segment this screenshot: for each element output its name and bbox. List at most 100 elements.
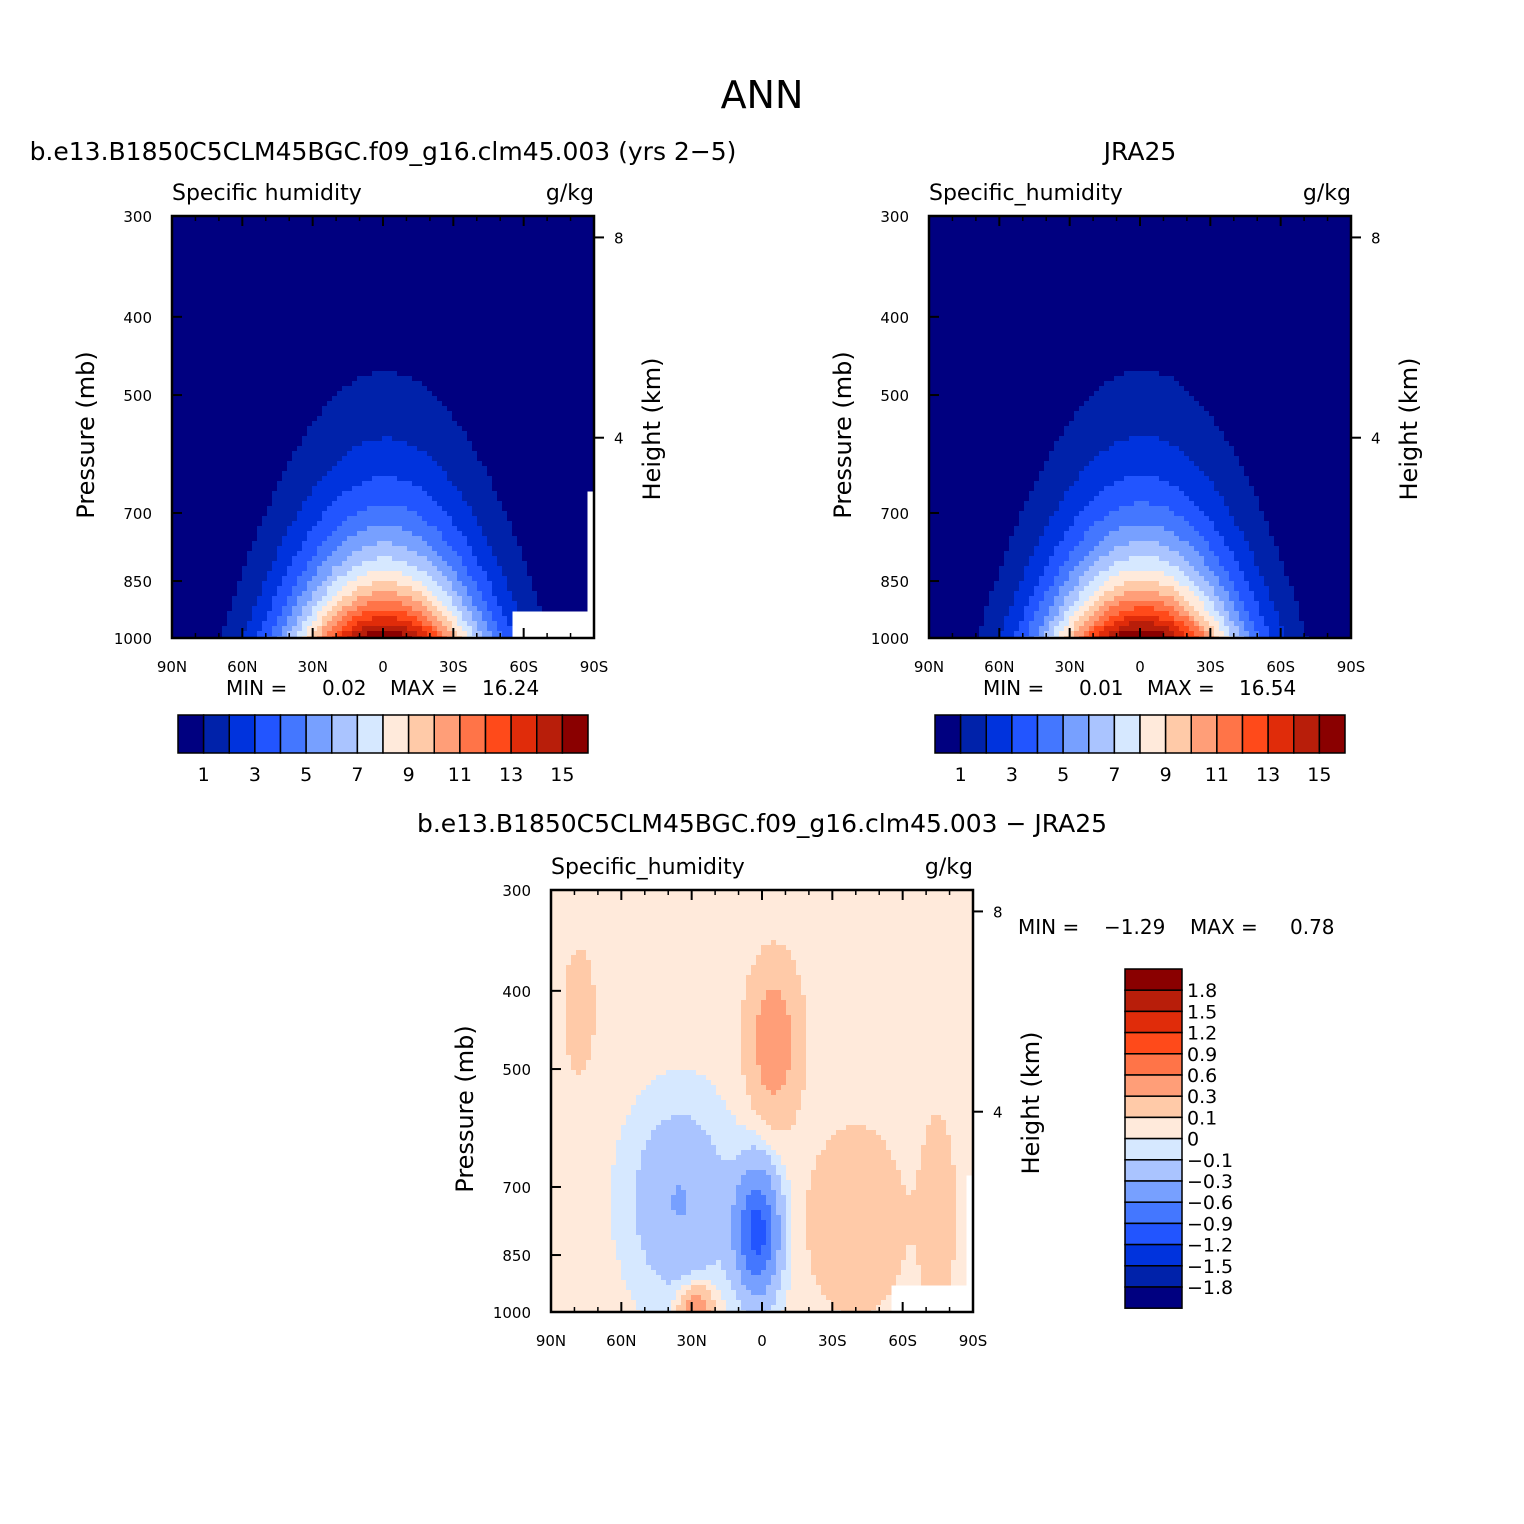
model-cell: [347, 581, 353, 587]
model-cell: [207, 341, 213, 347]
model-cell: [282, 546, 288, 552]
model-cell: [417, 566, 423, 572]
model-cell: [197, 511, 203, 517]
model-cell: [377, 541, 383, 547]
model-cell: [447, 481, 453, 487]
model-cell: [217, 346, 223, 352]
model-cell: [352, 501, 358, 507]
model-cell: [302, 491, 308, 497]
model-cell: [407, 571, 413, 577]
model-cell: [327, 381, 333, 387]
model-cell: [307, 591, 313, 597]
model-cell: [202, 551, 208, 557]
model-cell: [402, 326, 408, 332]
model-cell: [227, 536, 233, 542]
model-cell: [352, 371, 358, 377]
model-cell: [377, 341, 383, 347]
model-cell: [432, 601, 438, 607]
model-cell: [287, 551, 293, 557]
model-cell: [352, 391, 358, 397]
model-cell: [342, 496, 348, 502]
model-cell: [447, 486, 453, 492]
model-cell: [347, 356, 353, 362]
model-cell: [262, 366, 268, 372]
model-cell: [197, 236, 203, 242]
model-cell: [287, 396, 293, 402]
model-cell: [312, 621, 318, 627]
model-cell: [197, 341, 203, 347]
model-cell: [292, 221, 298, 227]
model-cell: [427, 411, 433, 417]
model-cell: [317, 441, 323, 447]
model-cell: [327, 536, 333, 542]
model-cell: [432, 246, 438, 252]
model-cell: [252, 366, 258, 372]
model-cell: [407, 226, 413, 232]
model-cell: [237, 476, 243, 482]
model-cell: [182, 466, 188, 472]
model-cell: [177, 536, 183, 542]
model-cell: [407, 386, 413, 392]
model-cell: [427, 471, 433, 477]
model-cell: [322, 341, 328, 347]
model-cell: [372, 221, 378, 227]
model-cell: [242, 331, 248, 337]
model-cell: [367, 611, 373, 617]
model-cell: [402, 236, 408, 242]
model-cell: [442, 606, 448, 612]
model-cell: [407, 236, 413, 242]
model-cell: [372, 361, 378, 367]
model-cell: [197, 386, 203, 392]
model-cell: [417, 601, 423, 607]
model-cell: [312, 456, 318, 462]
model-cell: [287, 526, 293, 532]
model-cell: [207, 456, 213, 462]
model-cell: [332, 621, 338, 627]
model-cell: [197, 616, 203, 622]
model-cell: [407, 361, 413, 367]
model-cell: [362, 281, 368, 287]
model-cell: [282, 621, 288, 627]
model-cell: [377, 481, 383, 487]
model-cell: [337, 331, 343, 337]
model-cell: [282, 576, 288, 582]
model-cell: [232, 321, 238, 327]
model-cell: [417, 511, 423, 517]
model-cell: [187, 366, 193, 372]
model-cell: [282, 441, 288, 447]
model-cell: [327, 626, 333, 632]
model-cell: [207, 606, 213, 612]
model-cell: [182, 276, 188, 282]
model-cell: [212, 326, 218, 332]
model-cell: [297, 601, 303, 607]
model-cell: [357, 261, 363, 267]
model-cell: [437, 411, 443, 417]
model-cell: [457, 331, 463, 337]
model-cell: [287, 581, 293, 587]
model-cell: [202, 256, 208, 262]
model-cell: [342, 236, 348, 242]
model-cell: [412, 231, 418, 237]
model-cell: [362, 421, 368, 427]
model-cell: [292, 296, 298, 302]
model-cell: [267, 286, 273, 292]
model-cell: [192, 461, 198, 467]
model-cell: [382, 546, 388, 552]
model-cell: [327, 541, 333, 547]
model-cell: [427, 331, 433, 337]
model-cell: [272, 446, 278, 452]
model-cell: [347, 616, 353, 622]
model-cell: [212, 626, 218, 632]
model-cell: [192, 601, 198, 607]
model-cell: [352, 251, 358, 257]
model-cell: [302, 316, 308, 322]
model-cell: [407, 411, 413, 417]
model-cell: [457, 426, 463, 432]
model-cell: [407, 596, 413, 602]
model-cell: [227, 461, 233, 467]
model-cell: [197, 326, 203, 332]
model-cell: [332, 551, 338, 557]
model-cell: [427, 476, 433, 482]
model-cell: [232, 466, 238, 472]
model-cell: [437, 326, 443, 332]
